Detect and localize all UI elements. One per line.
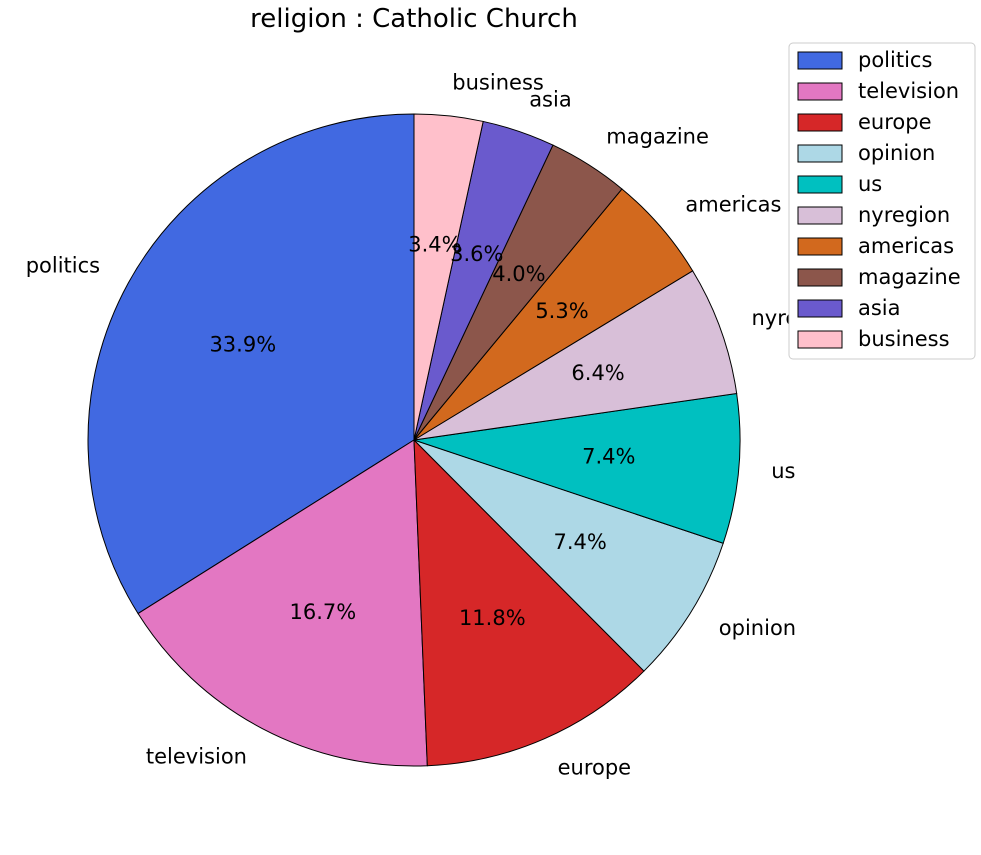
slice-percent-politics: 33.9% <box>209 332 276 356</box>
slice-percent-us: 7.4% <box>582 445 635 469</box>
slice-label-television: television <box>146 744 247 768</box>
pie-slices <box>87 113 741 767</box>
legend-label-business: business <box>858 327 950 351</box>
slice-percent-business: 3.4% <box>408 233 461 257</box>
pie-slice-politics <box>87 113 415 615</box>
pie-slice-opinion <box>413 439 724 672</box>
legend-label-magazine: magazine <box>858 265 961 289</box>
legend-swatch-us <box>797 175 843 194</box>
pie-slice-nyregion <box>413 270 738 441</box>
legend-label-us: us <box>858 172 882 196</box>
legend-swatch-asia <box>797 299 843 318</box>
chart-title: religion : Catholic Church <box>250 4 578 34</box>
legend-swatch-television <box>797 82 843 101</box>
slice-percent-magazine: 4.0% <box>492 262 545 286</box>
legend-label-nyregion: nyregion <box>858 203 950 227</box>
slice-percent-nyregion: 6.4% <box>571 361 624 385</box>
slice-percent-labels: 33.9% 16.7% 11.8% 7.4% 7.4% 6.4% 5.3% 4.0%3.6%3… <box>209 233 635 631</box>
slice-percent-europe: 11.8% <box>459 606 526 630</box>
legend-swatch-opinion <box>797 144 843 163</box>
legend-label-politics: politics <box>858 48 932 72</box>
legend-swatch-nyregion <box>797 206 843 225</box>
legend-label-americas: americas <box>858 234 954 258</box>
slice-label-politics: politics <box>26 254 100 278</box>
slice-label-europe: europe <box>558 756 632 780</box>
legend-label-television: television <box>858 79 959 103</box>
legend-label-opinion: opinion <box>858 141 935 165</box>
slice-percent-americas: 5.3% <box>535 299 588 323</box>
pie-slice-television <box>137 439 428 767</box>
legend-label-europe: europe <box>858 110 932 134</box>
slice-label-asia: asia <box>529 87 572 111</box>
legend-swatch-business <box>797 330 843 349</box>
legend-swatch-americas <box>797 237 843 256</box>
legend-label-asia: asia <box>858 296 901 320</box>
legend-swatch-politics <box>797 51 843 70</box>
slice-percent-television: 16.7% <box>290 600 357 624</box>
slice-percent-asia: 3.6% <box>450 242 503 266</box>
slice-label-magazine: magazine <box>606 124 709 148</box>
legend: politics television europe opinion us nyregio… <box>788 42 976 360</box>
slice-label-us: us <box>771 459 795 483</box>
slice-label-americas: americas <box>685 193 781 217</box>
pie-slice-business <box>413 113 484 441</box>
pie-slice-us <box>413 392 741 544</box>
slice-percent-opinion: 7.4% <box>554 530 607 554</box>
pie-slice-europe <box>413 438 645 767</box>
legend-swatch-europe <box>797 113 843 132</box>
legend-swatch-magazine <box>797 268 843 287</box>
slice-label-opinion: opinion <box>719 616 796 640</box>
slice-label-business: business <box>452 70 544 94</box>
